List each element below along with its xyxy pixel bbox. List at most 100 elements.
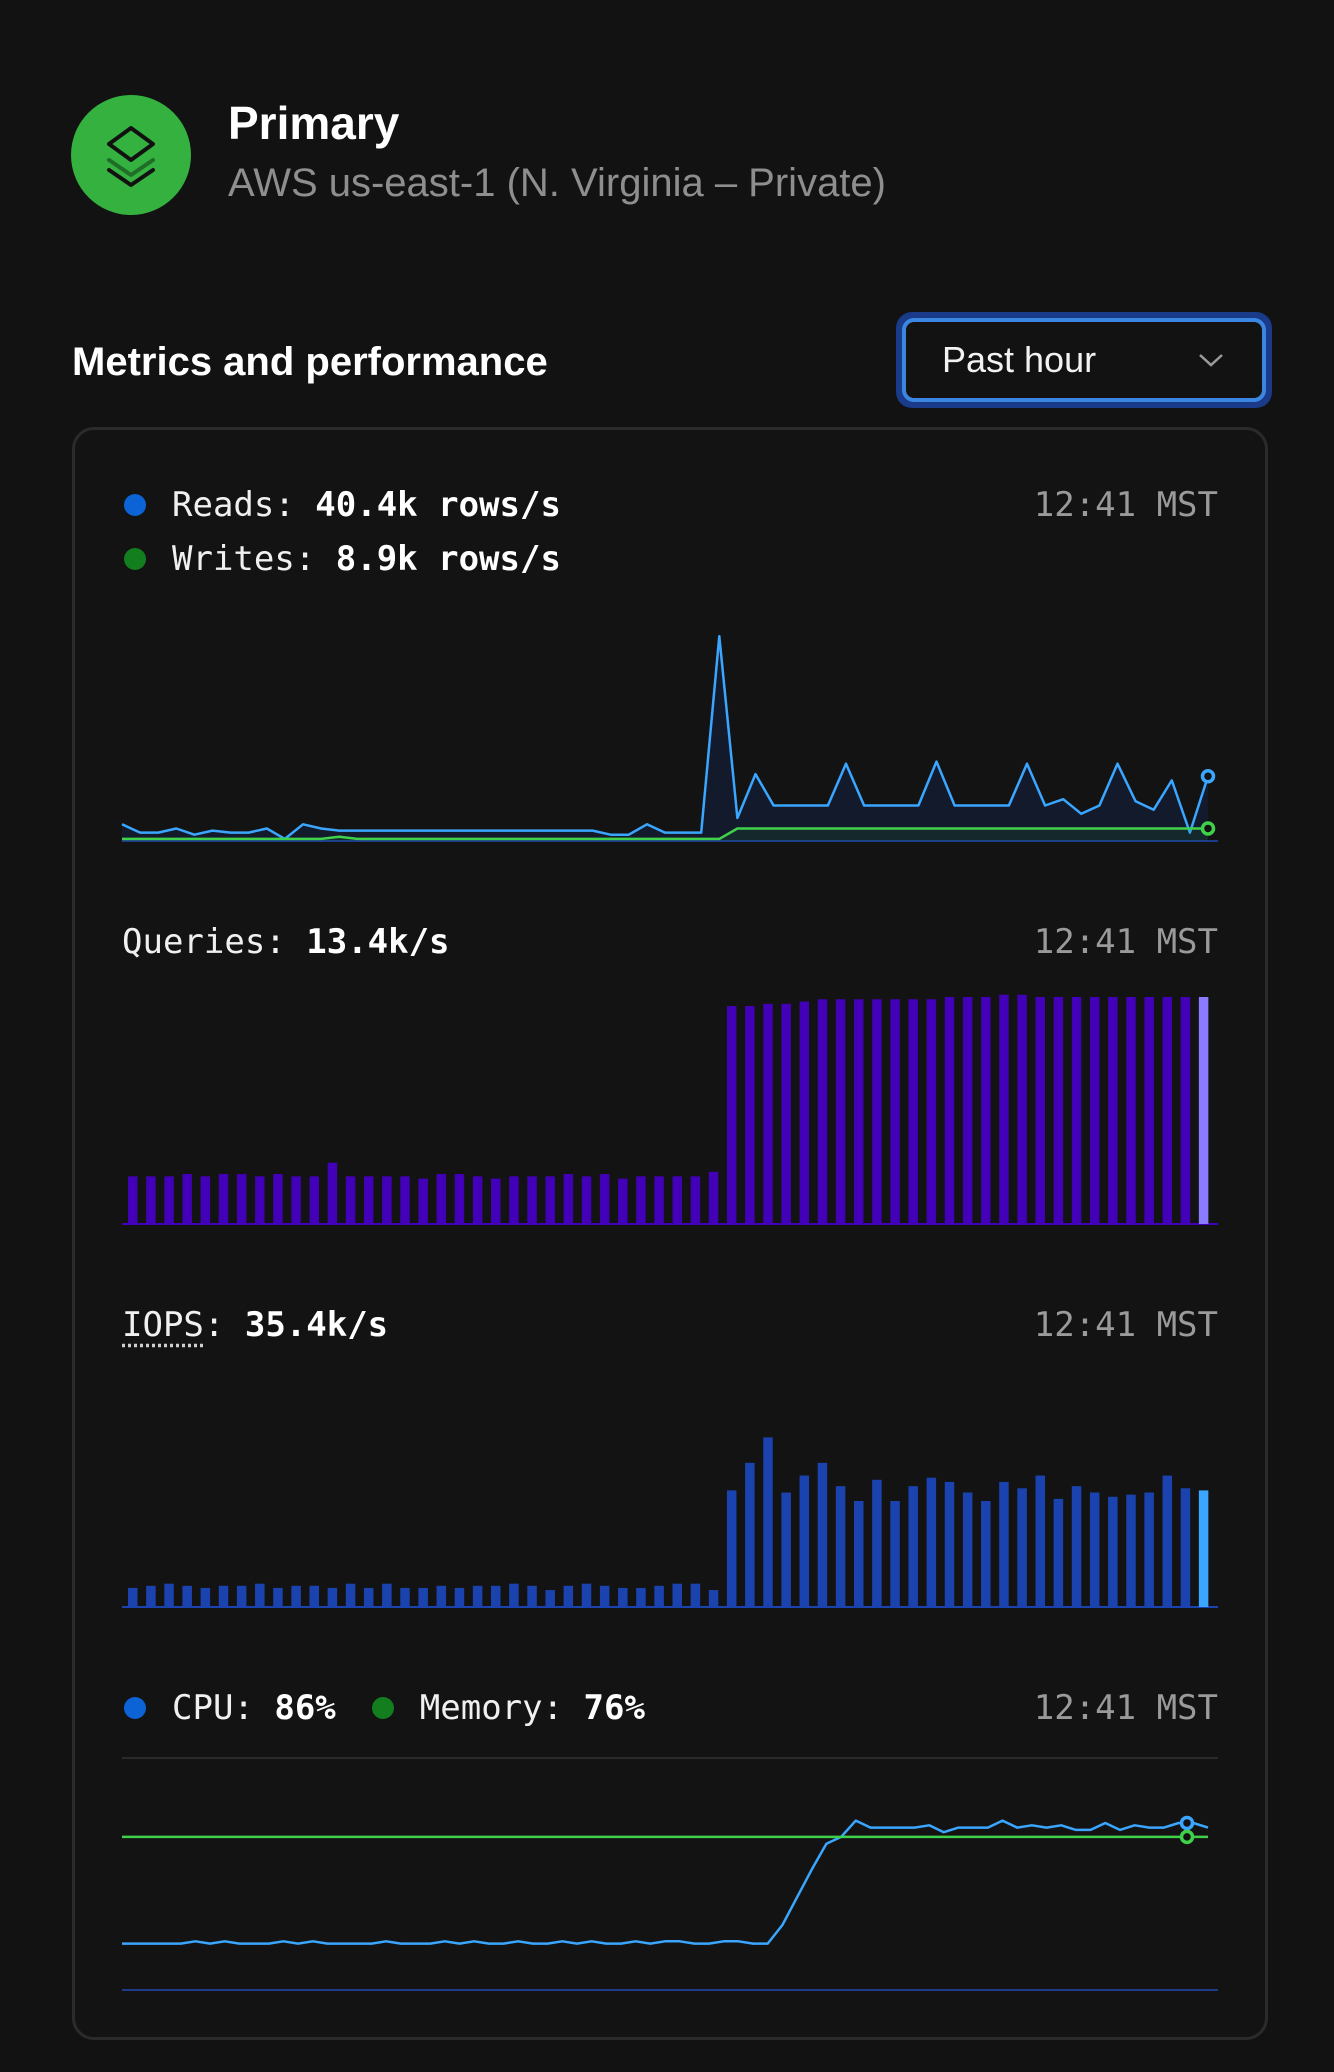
bar[interactable] [618, 1178, 628, 1224]
bar[interactable] [309, 1176, 320, 1224]
bar[interactable] [1144, 1492, 1154, 1607]
bar[interactable] [690, 1176, 701, 1224]
bar[interactable] [164, 1583, 174, 1607]
bar[interactable] [418, 1587, 428, 1607]
bar[interactable] [745, 1006, 755, 1224]
bar[interactable] [236, 1174, 247, 1224]
bar[interactable] [418, 1178, 428, 1224]
bar[interactable] [273, 1174, 283, 1224]
bar[interactable] [146, 1176, 156, 1224]
bar[interactable] [872, 999, 882, 1224]
queries-bar-chart[interactable] [122, 985, 1218, 1227]
bar[interactable] [835, 999, 846, 1224]
bar[interactable] [745, 1462, 755, 1607]
bar[interactable] [926, 1477, 937, 1607]
bar[interactable] [654, 1585, 664, 1607]
bar[interactable] [890, 999, 900, 1224]
bar[interactable] [327, 1587, 338, 1607]
bar[interactable] [255, 1583, 265, 1607]
bar[interactable] [981, 1501, 991, 1607]
iops-bar-chart[interactable] [122, 1365, 1218, 1610]
bar[interactable] [908, 999, 918, 1224]
bar[interactable] [146, 1585, 156, 1607]
bar[interactable] [472, 1176, 483, 1224]
bar[interactable] [799, 1475, 810, 1607]
bar[interactable] [182, 1174, 192, 1224]
bar[interactable] [817, 1462, 828, 1607]
bar[interactable] [1162, 997, 1173, 1224]
bar[interactable] [509, 1176, 519, 1224]
bar[interactable] [182, 1585, 192, 1607]
bar[interactable] [527, 1176, 537, 1224]
bar[interactable] [128, 1176, 138, 1224]
bar[interactable] [654, 1176, 664, 1224]
bar[interactable] [472, 1585, 483, 1607]
bar[interactable] [854, 1501, 864, 1607]
bar[interactable] [708, 1590, 719, 1607]
bar[interactable] [327, 1162, 338, 1224]
bar[interactable] [164, 1176, 174, 1224]
bar[interactable] [400, 1587, 410, 1607]
bar[interactable] [1126, 997, 1136, 1224]
bar[interactable] [273, 1587, 283, 1607]
time-range-select[interactable]: Past hour [896, 312, 1272, 408]
bar[interactable] [944, 997, 955, 1224]
bar[interactable] [726, 1490, 737, 1607]
bar[interactable] [509, 1583, 519, 1607]
bar[interactable] [1198, 1490, 1209, 1607]
bar[interactable] [345, 1176, 356, 1224]
bar[interactable] [1180, 1488, 1191, 1607]
bar[interactable] [545, 1176, 555, 1224]
bar[interactable] [436, 1585, 447, 1607]
bar[interactable] [128, 1587, 138, 1607]
bar[interactable] [981, 997, 991, 1224]
bar[interactable] [345, 1583, 356, 1607]
bar[interactable] [763, 1003, 773, 1224]
bar[interactable] [1017, 1488, 1027, 1607]
bar[interactable] [1035, 997, 1046, 1224]
bar[interactable] [636, 1176, 646, 1224]
bar[interactable] [491, 1178, 501, 1224]
bar[interactable] [781, 1492, 791, 1607]
bar[interactable] [363, 1587, 374, 1607]
bar[interactable] [1017, 994, 1027, 1224]
bar[interactable] [1071, 997, 1082, 1224]
bar[interactable] [763, 1437, 773, 1607]
bar[interactable] [708, 1171, 719, 1224]
bar[interactable] [672, 1583, 683, 1607]
bar[interactable] [599, 1174, 610, 1224]
bar[interactable] [1144, 997, 1154, 1224]
bar[interactable] [309, 1585, 320, 1607]
bar[interactable] [944, 1481, 955, 1607]
bar[interactable] [1180, 997, 1191, 1224]
bar[interactable] [454, 1587, 465, 1607]
bar[interactable] [236, 1585, 247, 1607]
bar[interactable] [1108, 997, 1118, 1224]
bar[interactable] [200, 1587, 211, 1607]
bar[interactable] [690, 1583, 701, 1607]
bar[interactable] [799, 1001, 810, 1224]
bar[interactable] [382, 1583, 392, 1607]
bar[interactable] [1108, 1496, 1118, 1607]
bar[interactable] [962, 1492, 973, 1607]
bar[interactable] [1053, 1498, 1064, 1607]
bar[interactable] [890, 1501, 900, 1607]
bar[interactable] [618, 1587, 628, 1607]
bar[interactable] [563, 1585, 574, 1607]
bar[interactable] [999, 994, 1009, 1224]
bar[interactable] [872, 1479, 882, 1607]
iops-abbr[interactable]: IOPS [122, 1305, 204, 1345]
bar[interactable] [1126, 1494, 1136, 1607]
bar[interactable] [382, 1176, 392, 1224]
bar[interactable] [563, 1174, 574, 1224]
bar[interactable] [781, 1003, 791, 1224]
bar[interactable] [999, 1481, 1009, 1607]
bar[interactable] [581, 1583, 592, 1607]
bar[interactable] [363, 1176, 374, 1224]
bar[interactable] [1089, 1492, 1100, 1607]
bar[interactable] [599, 1585, 610, 1607]
bar[interactable] [454, 1174, 465, 1224]
bar[interactable] [1198, 997, 1209, 1224]
bar[interactable] [1162, 1475, 1173, 1607]
bar[interactable] [1071, 1486, 1082, 1607]
